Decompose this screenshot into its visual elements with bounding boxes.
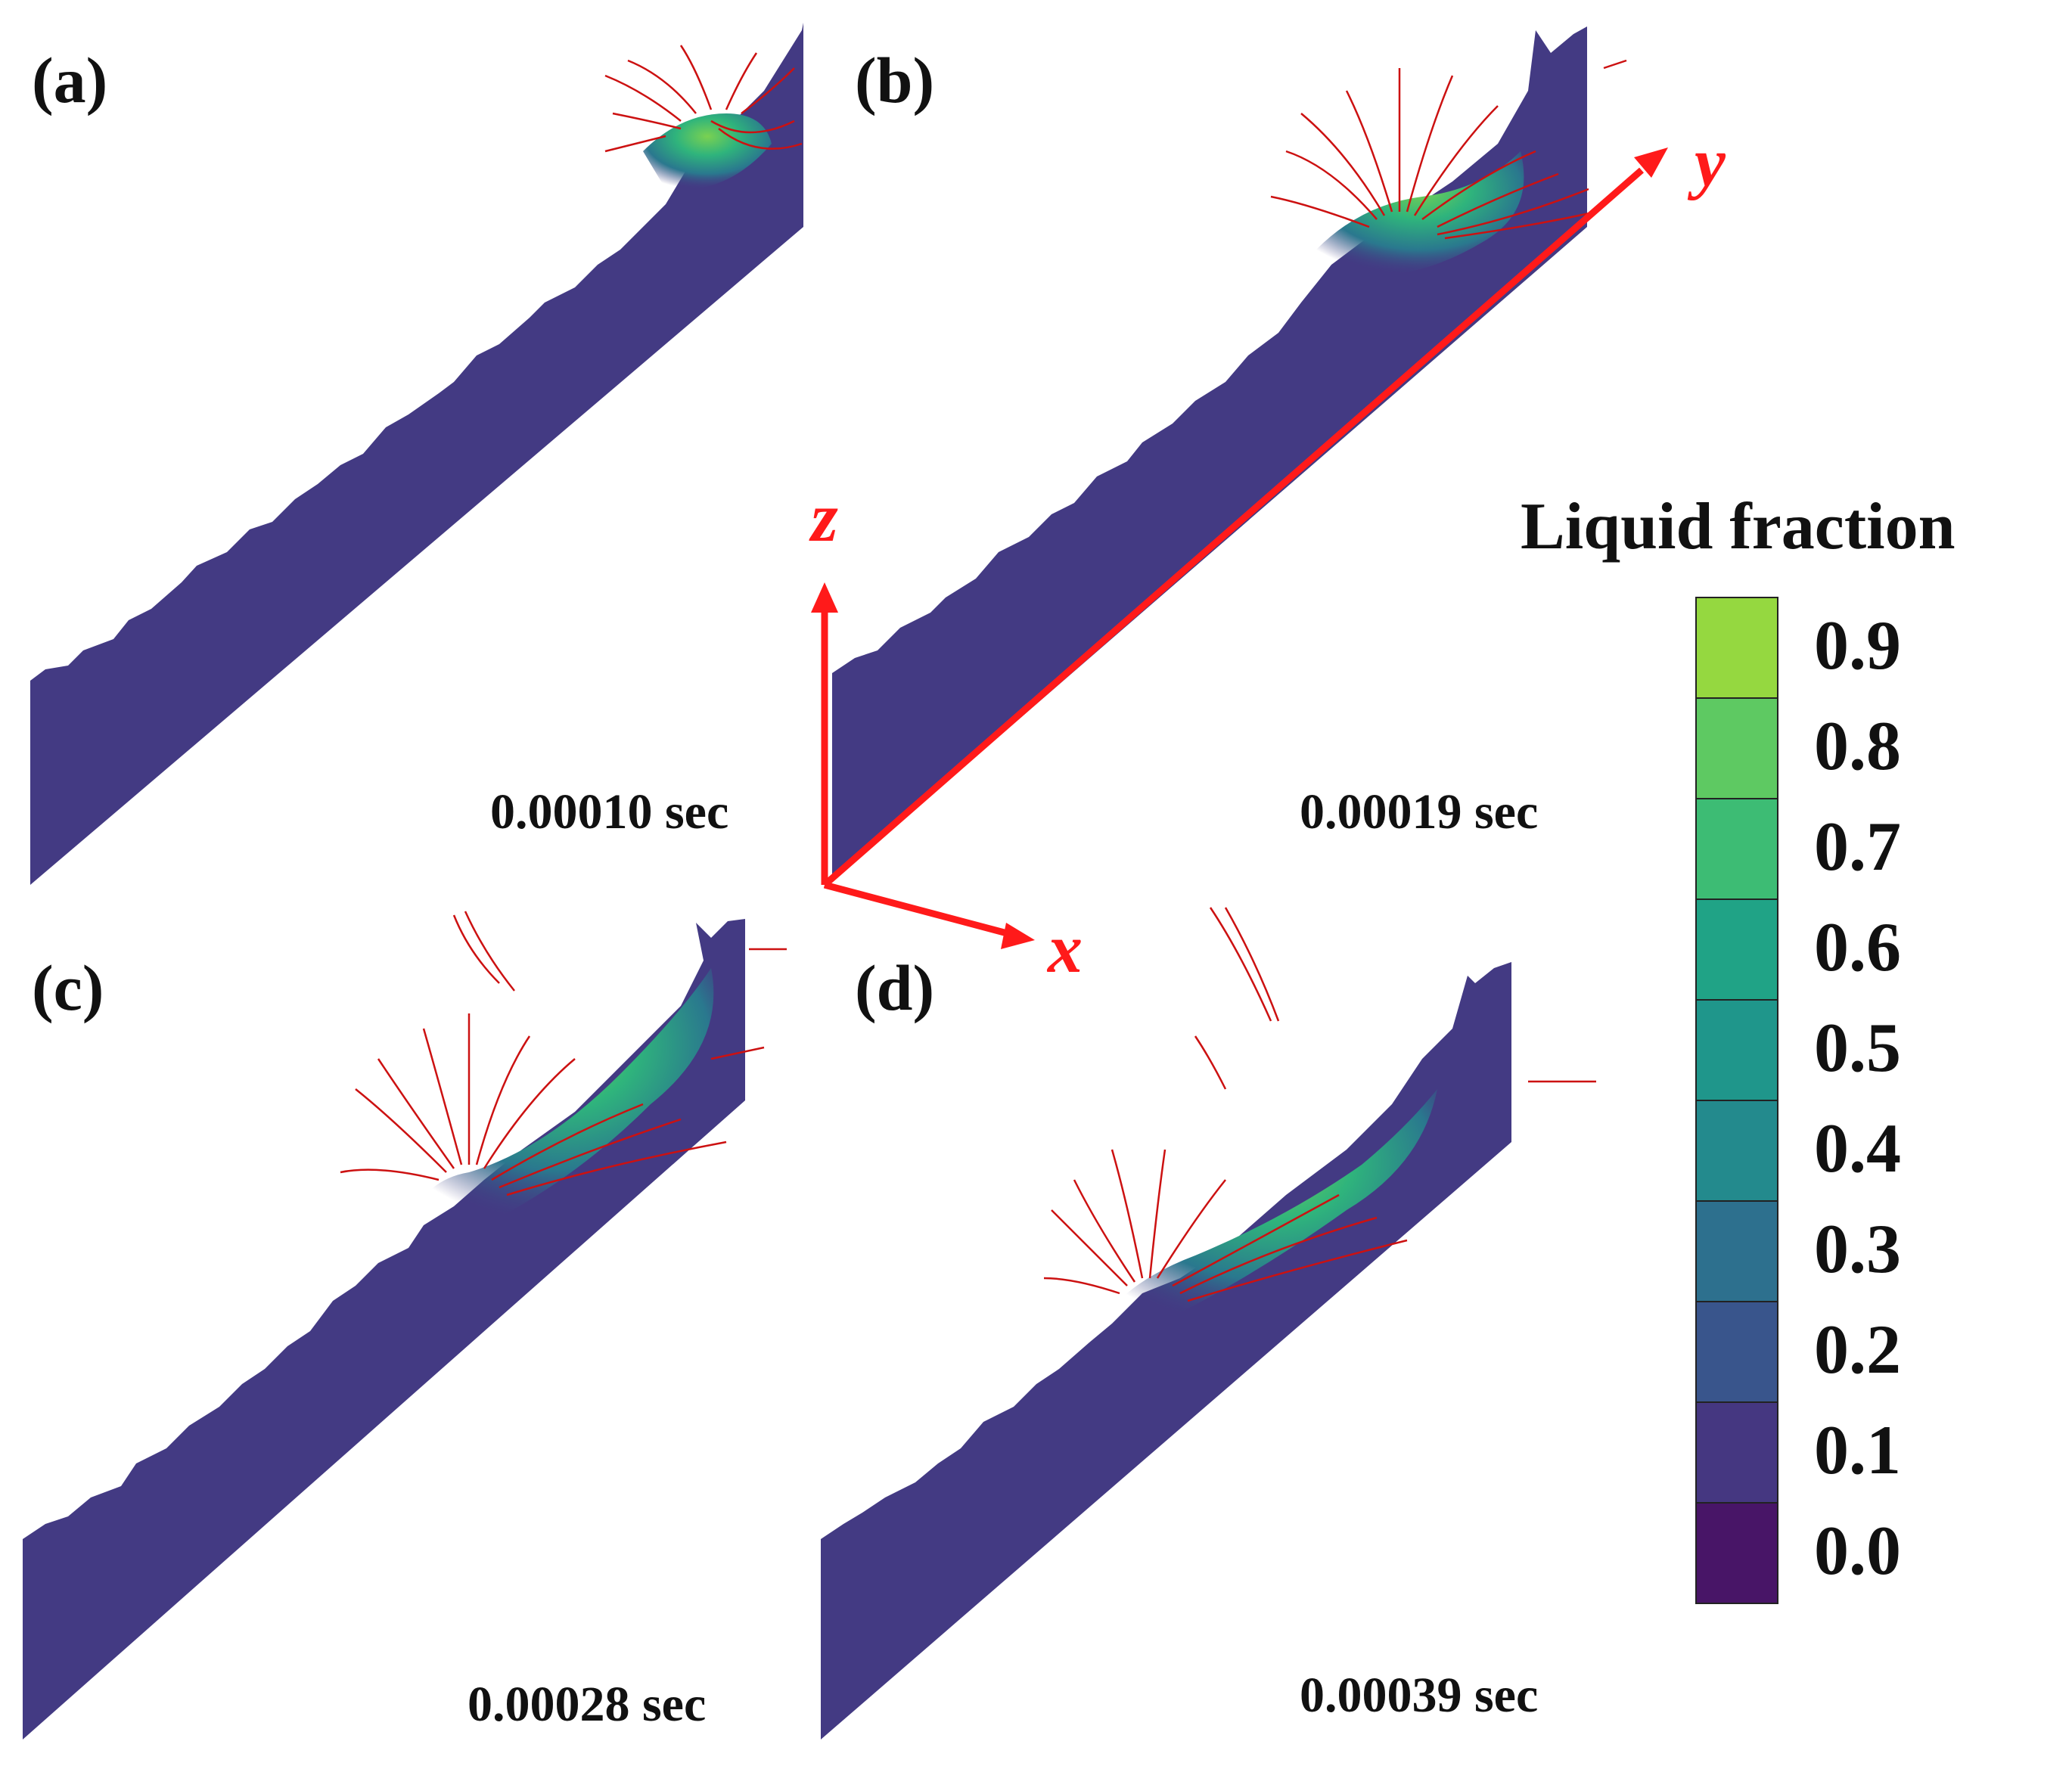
flow-streamlines	[1270, 59, 1627, 240]
x-arrowhead	[1001, 923, 1035, 949]
panel-label: (d)	[855, 951, 934, 1024]
panel-label: (c)	[32, 951, 104, 1024]
time-label: 0.00010 sec	[490, 784, 728, 839]
colorbar-cell	[1695, 597, 1778, 699]
colorbar-tick-label: 0.8	[1814, 707, 1901, 784]
colorbar: Liquid fraction 0.9 0.8 0.7 0.6 0.5 0.4 0.3 0.2…	[1521, 490, 1956, 1604]
time-label: 0.00028 sec	[468, 1677, 706, 1732]
colorbar-ticks: 0.9 0.8 0.7 0.6 0.5 0.4 0.3 0.2 0.1 0.0	[1814, 607, 1901, 1589]
colorbar-tick-label: 0.0	[1814, 1512, 1901, 1589]
panel-a: (a) 0.00010 sec	[30, 23, 803, 885]
substrate-track	[821, 962, 1511, 1740]
melt-pool	[643, 113, 772, 191]
melt-pool	[1316, 151, 1524, 276]
time-label: 0.00019 sec	[1300, 784, 1538, 839]
z-axis-label: z	[809, 479, 838, 556]
panel-label: (a)	[32, 44, 107, 116]
y-arrowhead	[1634, 147, 1668, 178]
flow-streamlines	[1043, 907, 1596, 1302]
colorbar-tick-label: 0.2	[1814, 1311, 1901, 1388]
panel-label: (b)	[855, 44, 934, 116]
x-axis	[823, 881, 1011, 938]
substrate-track	[30, 23, 803, 885]
colorbar-cell	[1695, 1401, 1778, 1504]
colorbar-tick-label: 0.4	[1814, 1110, 1901, 1187]
time-label: 0.00039 sec	[1300, 1668, 1538, 1723]
substrate-track	[23, 919, 745, 1740]
colorbar-title: Liquid fraction	[1521, 490, 1956, 563]
colorbar-cell	[1695, 697, 1778, 799]
coordinate-axes	[811, 147, 1668, 949]
colorbar-cell	[1695, 999, 1778, 1101]
colorbar-cell	[1695, 898, 1778, 1001]
x-axis-label: x	[1046, 910, 1083, 987]
substrate-track	[832, 26, 1587, 881]
colorbar-tick-label: 0.6	[1814, 908, 1901, 985]
panel-d: (d) 0.00039 sec	[821, 907, 1596, 1740]
colorbar-cell	[1695, 1200, 1778, 1302]
colorbar-cell	[1695, 798, 1778, 900]
colorbar-cell	[1695, 1502, 1778, 1604]
colorbar-cell	[1695, 1301, 1778, 1403]
panel-c: (c) 0.00028 sec	[23, 911, 787, 1740]
colorbar-tick-label: 0.5	[1814, 1009, 1901, 1086]
colorbar-tick-label: 0.1	[1814, 1411, 1901, 1488]
y-axis	[822, 167, 1644, 888]
melt-pool	[408, 968, 714, 1225]
y-axis-label: y	[1687, 123, 1726, 200]
colorbar-cells	[1695, 597, 1778, 1604]
colorbar-tick-label: 0.9	[1814, 607, 1901, 684]
flow-streamlines	[604, 45, 803, 153]
panel-b: (b) 0.00019 sec	[832, 26, 1627, 881]
colorbar-tick-label: 0.7	[1814, 808, 1901, 885]
melt-pool	[1104, 1089, 1437, 1331]
colorbar-cell	[1695, 1100, 1778, 1202]
colorbar-tick-label: 0.3	[1814, 1210, 1901, 1287]
flow-streamlines	[340, 911, 787, 1196]
z-arrowhead	[811, 582, 838, 613]
